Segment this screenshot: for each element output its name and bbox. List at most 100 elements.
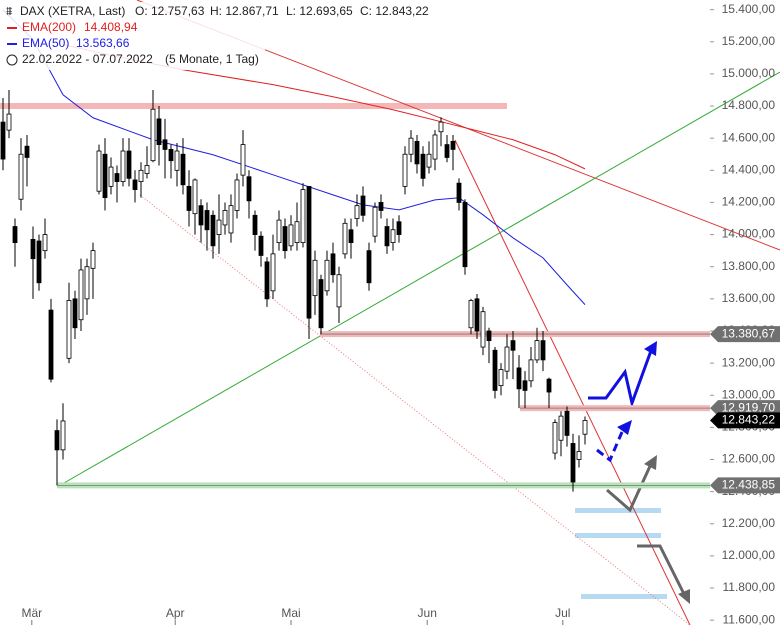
y-tick-label: 14.000,00 [722,227,776,241]
candle-body [378,202,384,211]
candle-body [450,140,456,150]
candle-body [534,340,540,361]
candle-body [114,173,120,182]
candle-body [48,309,54,380]
candle-body [564,410,570,436]
candle-body [306,185,312,319]
y-tick-label: 13.600,00 [722,291,776,305]
candle-body [198,205,204,226]
candle-body [456,182,462,203]
instrument: DAX (XETRA, Last) [20,4,125,18]
candle-body [12,226,18,244]
candle-body [336,274,342,308]
level-label: 12.843,22 [722,413,776,427]
candle-body [186,185,192,211]
candle-body [108,166,114,187]
candle-body [132,179,138,190]
candle-body [264,261,270,300]
candle-body [84,266,90,300]
candle-body [528,359,534,382]
candle-body [360,195,366,216]
candle-body [516,367,522,390]
y-tick-label: 12.000,00 [722,548,776,562]
candle-body [204,210,210,231]
level-tag [710,477,780,494]
candle-body [6,113,12,131]
candle-body [408,137,414,155]
y-tick-label: 15.000,00 [722,66,776,80]
x-tick-label: Jun [418,606,437,620]
scenario-arrow [637,544,686,595]
ohlc: L: 12.693,65 [286,4,353,18]
level-label: 12.919,70 [722,400,776,414]
level-label: 13.380,67 [722,326,776,340]
legend-name: EMA(50) [22,36,69,50]
candle-body [570,443,576,483]
trend-line [454,139,691,625]
candle-body [42,234,48,252]
candle-body [228,205,234,234]
candle-body [414,140,420,165]
candle-body [258,235,264,256]
candle-body [498,369,504,387]
y-tick-label: 11.800,00 [723,580,776,594]
arrow-head [644,455,657,470]
candle-body [504,346,510,372]
legend-name: EMA(200) [22,20,76,34]
candle-body [354,205,360,219]
y-tick-label: 14.600,00 [722,130,776,144]
candle-body [162,139,168,150]
instrument-icon: ⩩ [6,4,13,18]
target-zone [575,508,661,513]
y-tick-label: 14.400,00 [722,162,776,176]
candle-body [246,176,252,202]
candle-body [24,145,30,158]
candle-body [396,221,402,235]
y-tick-label: 15.400,00 [722,2,776,16]
candle-body [174,150,180,171]
y-tick-label: 12.600,00 [722,452,776,466]
candle-body [30,238,36,260]
legend-value: 14.408,94 [84,20,138,34]
candle-body [252,214,258,235]
candle-body [480,311,486,348]
candle-body [552,422,558,454]
clock-icon [6,54,18,66]
candle-body [210,214,216,247]
candle-body [510,340,516,351]
candle-body [318,279,324,329]
candle-body [72,298,78,329]
candle-body [348,229,354,244]
candle-body [444,144,450,158]
scenario-arrow [588,347,654,409]
candle-body [216,219,222,235]
level-tag [710,400,780,417]
candle-body [486,330,492,342]
y-tick-label: 13.800,00 [722,259,776,273]
candle-body [546,378,552,393]
candle-body [0,121,6,160]
candle-body [330,253,336,276]
candle-body [312,259,318,297]
candle-body [300,189,306,244]
ohlc: H: 12.867,71 [210,4,279,18]
y-tick-label: 13.000,00 [722,387,776,401]
candle-body [54,430,60,451]
candle-body [282,226,288,252]
date-span: (5 Monate, 1 Tag) [165,52,259,66]
y-tick-label: 12.200,00 [722,516,776,530]
candle-body [144,165,150,174]
scenario-arrow [606,463,653,513]
target-zone [575,533,661,538]
candle-body [150,108,156,162]
candle-body [576,451,582,460]
candle-body [366,250,372,284]
x-tick-label: Apr [166,606,185,620]
legend-value: 13.563,66 [76,36,130,50]
candle-body [438,121,444,133]
legend-bg [0,2,265,70]
x-tick-label: Mär [21,606,42,620]
candle-body [384,226,390,247]
candle-body [324,259,330,292]
candle-body [582,420,588,435]
